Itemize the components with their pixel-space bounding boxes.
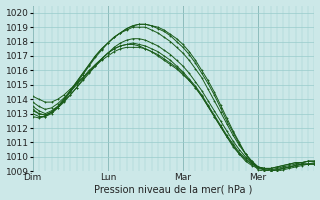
X-axis label: Pression niveau de la mer( hPa ): Pression niveau de la mer( hPa ) <box>94 184 253 194</box>
